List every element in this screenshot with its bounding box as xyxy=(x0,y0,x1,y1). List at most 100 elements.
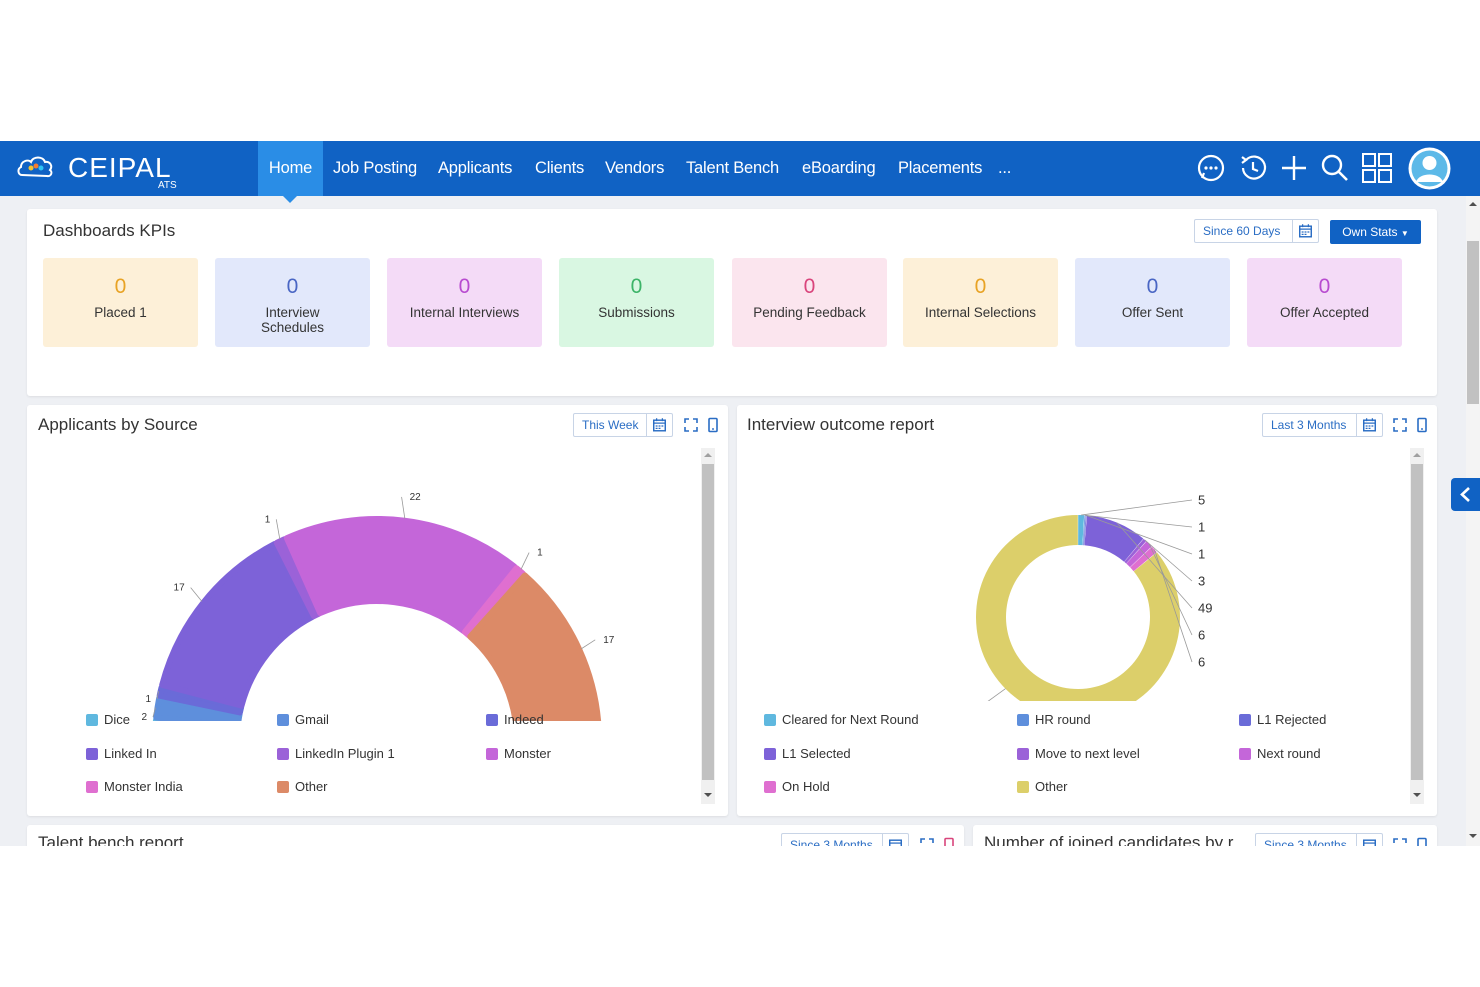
talent-range-button[interactable]: Since 3 Months xyxy=(781,833,909,846)
kpi-card-submissions[interactable]: 0 Submissions xyxy=(559,258,714,347)
nav-vendors[interactable]: Vendors xyxy=(605,159,665,177)
legend-swatch xyxy=(277,781,289,793)
page-scrollbar[interactable] xyxy=(1466,196,1480,846)
slice-l1-selected[interactable] xyxy=(1084,515,1144,562)
scroll-down-arrow[interactable] xyxy=(704,793,712,797)
kpi-panel-title: Dashboards KPIs xyxy=(43,221,176,240)
slice-on-hold[interactable] xyxy=(1130,546,1157,572)
nav-more[interactable]: ... xyxy=(998,159,1012,177)
slice-l1-rejected[interactable] xyxy=(1083,515,1087,546)
mobile-icon[interactable] xyxy=(941,837,957,846)
scroll-down-arrow[interactable] xyxy=(1469,834,1477,838)
kpi-card-offer-accepted[interactable]: 0 Offer Accepted xyxy=(1247,258,1402,347)
kpi-card-pending-feedback[interactable]: 0 Pending Feedback xyxy=(732,258,887,347)
legend-label: Gmail xyxy=(295,712,329,727)
nav-home[interactable]: Home xyxy=(258,141,323,196)
data-label: 17 xyxy=(174,583,186,594)
slice-other[interactable] xyxy=(976,515,1180,701)
scroll-thumb[interactable] xyxy=(1411,464,1423,780)
kpi-range-button[interactable]: Since 60 Days xyxy=(1194,219,1319,243)
fullscreen-icon[interactable] xyxy=(919,837,935,846)
kpi-value: 0 xyxy=(1146,275,1159,298)
ceipal-logo[interactable]: CEIPAL ATS xyxy=(16,147,186,193)
chat-icon[interactable] xyxy=(1194,151,1228,185)
avatar[interactable] xyxy=(1407,146,1452,191)
side-panel-toggle[interactable] xyxy=(1451,478,1480,511)
leader-line xyxy=(152,707,156,718)
legend-swatch xyxy=(1017,714,1029,726)
legend-label: HR round xyxy=(1035,712,1091,727)
leader-line xyxy=(190,587,203,602)
calendar-icon[interactable] xyxy=(1356,834,1382,846)
slice-hr-round[interactable] xyxy=(1082,515,1086,546)
plus-icon[interactable] xyxy=(1277,151,1311,185)
calendar-icon[interactable] xyxy=(1356,414,1382,436)
slice-next-round[interactable] xyxy=(1126,541,1152,568)
applicants-by-source-chart: 22117122117 xyxy=(141,492,615,721)
kpi-value: 0 xyxy=(974,275,987,298)
history-icon[interactable] xyxy=(1236,151,1270,185)
mobile-icon[interactable] xyxy=(705,417,721,433)
slice-move-to-next-level[interactable] xyxy=(1124,538,1147,564)
panel-title: Number of joined candidates by r xyxy=(984,833,1234,846)
kpi-value: 0 xyxy=(286,275,299,298)
leader-line xyxy=(401,496,406,519)
calendar-icon[interactable] xyxy=(882,834,908,846)
scroll-up-arrow[interactable] xyxy=(704,453,712,457)
outcome-panel-scrollbar[interactable] xyxy=(1410,448,1424,804)
kpi-card-interview-schedules[interactable]: 0 Interview Schedules xyxy=(215,258,370,347)
outcome-range-button[interactable]: Last 3 Months xyxy=(1262,413,1383,437)
data-label: 1 xyxy=(265,514,271,525)
nav-applicants[interactable]: Applicants xyxy=(438,159,513,177)
source-range-button[interactable]: This Week xyxy=(573,413,673,437)
legend-label: L1 Rejected xyxy=(1257,712,1327,727)
nav-placements[interactable]: Placements xyxy=(898,159,983,177)
scroll-up-arrow[interactable] xyxy=(1413,453,1421,457)
mobile-icon[interactable] xyxy=(1414,837,1430,846)
talent-bench-panel: Talent bench report xyxy=(27,825,964,846)
fullscreen-icon[interactable] xyxy=(1392,417,1408,433)
nav-clients[interactable]: Clients xyxy=(535,159,585,177)
legend-swatch xyxy=(86,714,98,726)
kpi-card-internal-selections[interactable]: 0 Internal Selections xyxy=(903,258,1058,347)
fullscreen-icon[interactable] xyxy=(1392,837,1408,846)
leader-line xyxy=(1153,549,1193,663)
legend-label: Move to next level xyxy=(1035,746,1140,761)
kpi-card-internal-interviews[interactable]: 0 Internal Interviews xyxy=(387,258,542,347)
data-label: 6 xyxy=(1198,655,1205,670)
source-panel-scrollbar[interactable] xyxy=(701,448,715,804)
legend-swatch xyxy=(1017,781,1029,793)
scroll-up-arrow[interactable] xyxy=(1469,202,1477,206)
cloud-logo-icon xyxy=(17,156,53,178)
slice-other[interactable] xyxy=(467,572,602,721)
leader-line xyxy=(156,691,160,700)
calendar-icon[interactable] xyxy=(1292,220,1318,242)
own-stats-button[interactable]: Own Stats ▼ xyxy=(1330,220,1421,244)
data-label: 49 xyxy=(1198,601,1212,616)
leader-line xyxy=(1116,522,1193,609)
nav-eboarding[interactable]: eBoarding xyxy=(802,159,876,177)
kpi-card-offer-sent[interactable]: 0 Offer Sent xyxy=(1075,258,1230,347)
leader-line xyxy=(987,688,1006,701)
scroll-thumb[interactable] xyxy=(702,464,714,780)
joined-range-button[interactable]: Since 3 Months xyxy=(1255,833,1383,846)
nav-talent-bench[interactable]: Talent Bench xyxy=(686,159,779,177)
legend-swatch xyxy=(764,781,776,793)
slice-cleared-for-next-round[interactable] xyxy=(1078,515,1085,546)
calendar-icon[interactable] xyxy=(646,414,672,436)
legend-label: Monster India xyxy=(104,779,183,794)
legend-label: Monster xyxy=(504,746,551,761)
nav-job-posting[interactable]: Job Posting xyxy=(333,159,418,177)
fullscreen-icon[interactable] xyxy=(683,417,699,433)
brand-name: CEIPAL xyxy=(68,152,172,183)
legend-label: Other xyxy=(1035,779,1068,794)
grid-icon[interactable] xyxy=(1360,151,1394,185)
data-label: 3 xyxy=(1198,574,1205,589)
search-icon[interactable] xyxy=(1318,151,1352,185)
mobile-icon[interactable] xyxy=(1414,417,1430,433)
scroll-down-arrow[interactable] xyxy=(1413,793,1421,797)
scroll-thumb[interactable] xyxy=(1467,241,1479,404)
legend-swatch xyxy=(764,714,776,726)
leader-line xyxy=(1144,539,1193,582)
kpi-card-placed[interactable]: 0 Placed 1 xyxy=(43,258,198,347)
